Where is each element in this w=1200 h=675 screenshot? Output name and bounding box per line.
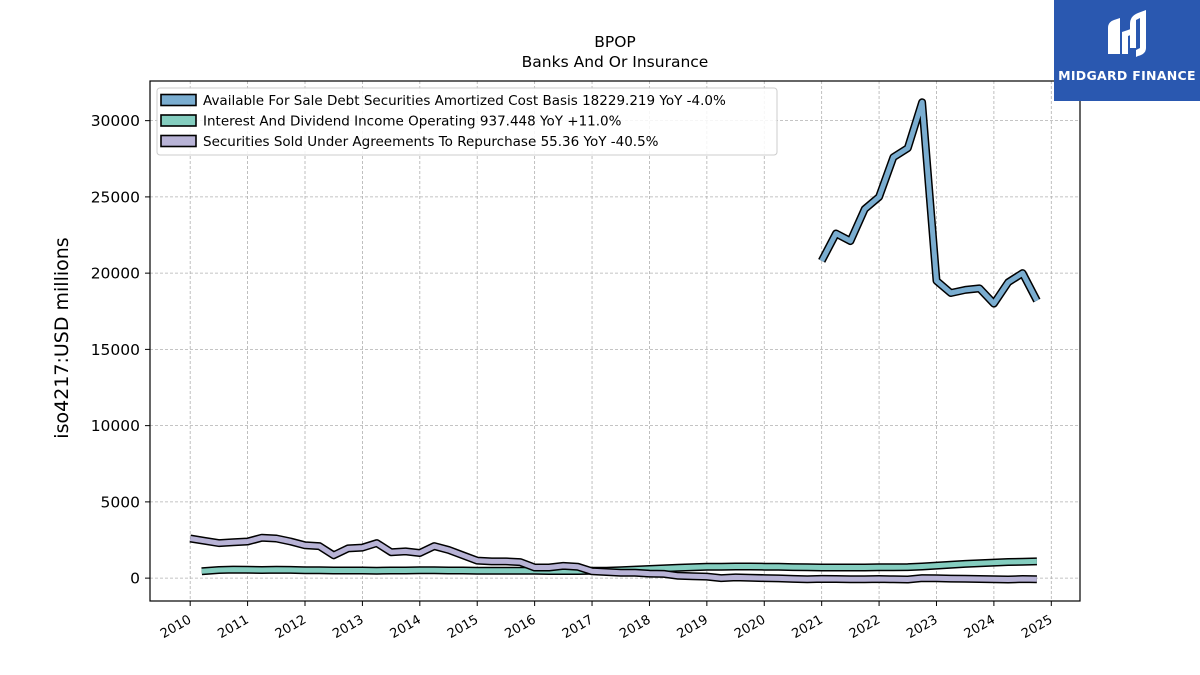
x-tick-label: 2014 bbox=[388, 612, 424, 642]
x-tick-label: 2021 bbox=[790, 612, 826, 642]
legend: Available For Sale Debt Securities Amort… bbox=[156, 87, 778, 156]
legend-label: Available For Sale Debt Securities Amort… bbox=[203, 93, 726, 109]
legend-swatch bbox=[160, 134, 197, 148]
series-1 bbox=[818, 98, 1041, 308]
legend-entries: Available For Sale Debt Securities Amort… bbox=[160, 93, 726, 150]
x-tick-label: 2012 bbox=[273, 612, 309, 642]
y-tick-label: 0 bbox=[130, 570, 140, 588]
y-tick-label: 25000 bbox=[91, 188, 140, 206]
logo-mark-icon bbox=[1108, 10, 1146, 57]
x-tick-label: 2018 bbox=[617, 612, 653, 642]
x-tick-label: 2025 bbox=[1019, 612, 1055, 642]
x-tick-label: 2024 bbox=[962, 612, 998, 642]
series-line bbox=[189, 535, 1037, 582]
y-axis-ticks: 0 5000 10000 15000 20000 25000 30000 bbox=[91, 112, 150, 588]
x-tick-label: 2017 bbox=[560, 612, 596, 642]
plot-frame bbox=[149, 80, 1081, 602]
x-tick-label: 2020 bbox=[732, 612, 768, 642]
y-tick-label: 30000 bbox=[91, 112, 140, 130]
x-tick-label: 2011 bbox=[215, 612, 251, 642]
legend-swatch bbox=[160, 114, 197, 127]
x-tick-label: 2023 bbox=[904, 612, 940, 642]
y-axis-label: iso4217:USD millions bbox=[51, 237, 73, 438]
x-tick-label: 2022 bbox=[847, 612, 883, 642]
y-tick-label: 10000 bbox=[91, 417, 140, 435]
y-tick-label: 5000 bbox=[101, 493, 140, 511]
x-tick-label: 2016 bbox=[502, 612, 538, 642]
y-tick-label: 20000 bbox=[91, 265, 140, 283]
brand-logo: MIDGARD FINANCE bbox=[1054, 0, 1200, 101]
chart-subtitle: Banks And Or Insurance bbox=[522, 53, 709, 71]
legend-box bbox=[156, 87, 778, 156]
x-tick-label: 2013 bbox=[330, 612, 366, 642]
legend-swatch bbox=[160, 93, 197, 107]
plot-background bbox=[150, 81, 1080, 601]
y-tick-label: 15000 bbox=[91, 341, 140, 359]
series-3 bbox=[189, 533, 1037, 584]
x-tick-label: 2019 bbox=[675, 612, 711, 642]
x-tick-label: 2015 bbox=[445, 612, 481, 642]
grid bbox=[150, 81, 1080, 601]
logo-text: MIDGARD FINANCE bbox=[1058, 68, 1196, 83]
x-axis-ticks: 2010 2011 2012 2013 2014 2015 2016 2017 2018 2019… bbox=[158, 601, 1055, 642]
chart-title: BPOP bbox=[594, 33, 636, 51]
legend-label: Securities Sold Under Agreements To Repu… bbox=[203, 134, 659, 150]
series-line bbox=[819, 99, 1040, 307]
x-tick-label: 2010 bbox=[158, 612, 194, 642]
series-lines bbox=[189, 98, 1041, 584]
legend-label: Interest And Dividend Income Operating 9… bbox=[203, 114, 622, 130]
